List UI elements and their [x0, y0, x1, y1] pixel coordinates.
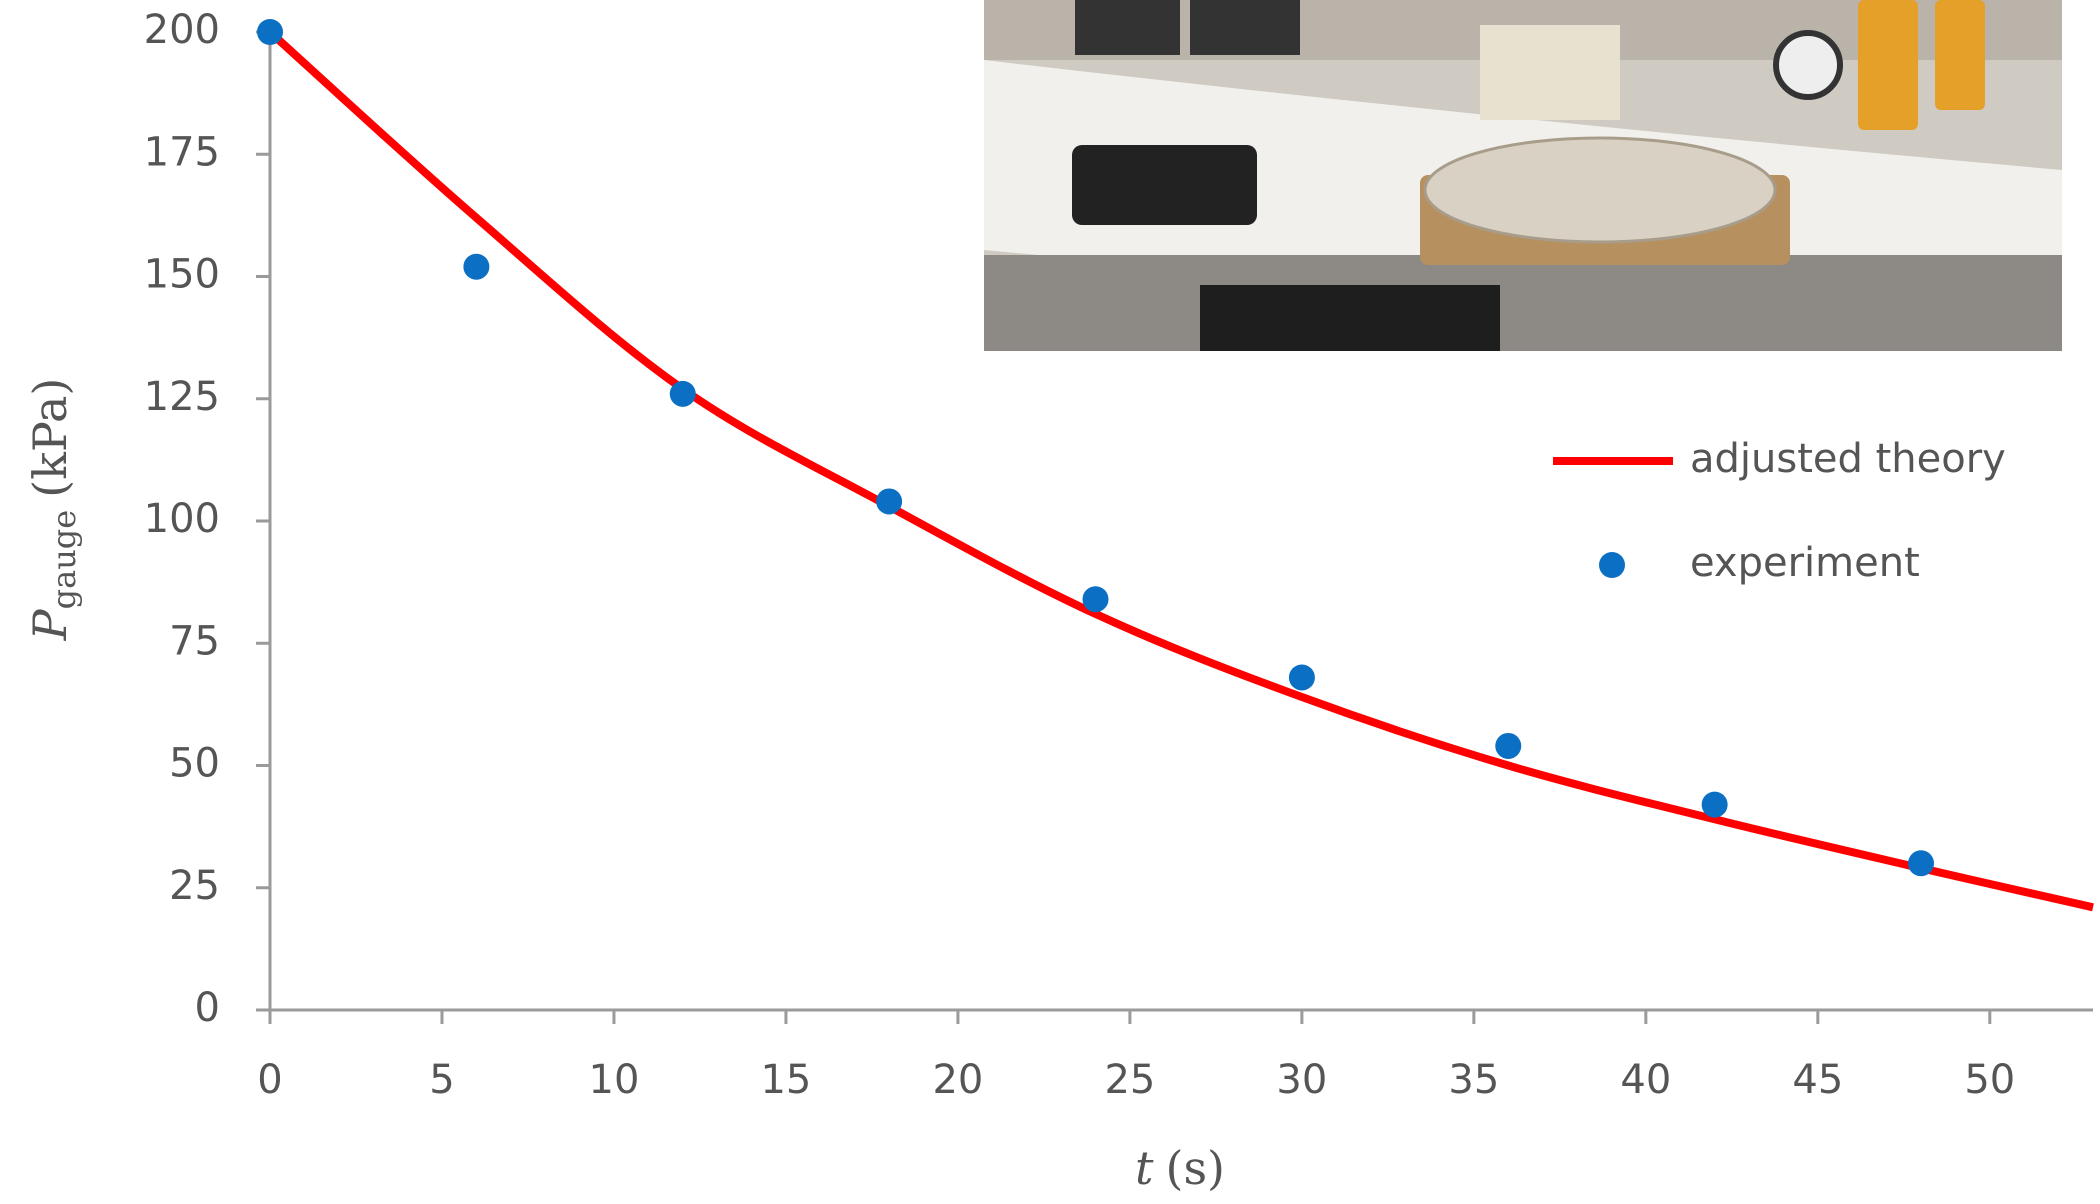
data-point: [1083, 586, 1109, 612]
y-tick-label: 125: [144, 374, 220, 420]
legend-label: adjusted theory: [1690, 436, 2006, 482]
photo-floor: [984, 255, 2062, 351]
data-point: [1702, 792, 1728, 818]
legend-label: experiment: [1690, 540, 1920, 586]
y-tick-label: 50: [169, 741, 220, 787]
y-tick-label: 25: [169, 863, 220, 909]
y-subscript: gauge: [45, 510, 83, 610]
y-axis-title: Pgauge (kPa): [23, 378, 83, 642]
legend-marker: [1599, 552, 1625, 578]
x-tick-label: 45: [1792, 1057, 1843, 1103]
data-point: [1289, 664, 1315, 690]
x-tick-label: 30: [1276, 1057, 1327, 1103]
data-point: [257, 19, 283, 45]
y-tick-label: 175: [144, 129, 220, 175]
data-point: [1495, 733, 1521, 759]
x-tick-label: 50: [1964, 1057, 2015, 1103]
chart: 0 25 50 75 100 125 150 175 200 0 5 10 15 20 25 30 35 40 45…: [0, 0, 2100, 1204]
data-point: [670, 381, 696, 407]
inset-photo: [984, 0, 2062, 351]
y-tick-label: 150: [144, 252, 220, 298]
photo-pump: [1072, 145, 1257, 225]
x-tick-label: 5: [429, 1057, 454, 1103]
y-tick-label: 75: [169, 618, 220, 664]
photo-multimeter: [1935, 0, 1985, 110]
photo-bottle: [1425, 138, 1775, 242]
photo-breadboard: [1480, 25, 1620, 120]
photo-device: [1200, 285, 1500, 351]
photo-box: [1075, 0, 1180, 55]
data-point: [876, 488, 902, 514]
data-point: [1908, 850, 1934, 876]
photo-multimeter: [1858, 0, 1918, 130]
x-tick-label: 35: [1448, 1057, 1499, 1103]
y-tick-label: 0: [195, 985, 220, 1031]
photo-box: [1190, 0, 1300, 55]
x-tick-label: 20: [932, 1057, 983, 1103]
x-symbol: t: [1135, 1141, 1154, 1195]
x-axis-title: t(s): [1135, 1141, 1225, 1195]
x-tick-label: 10: [589, 1057, 640, 1103]
y-tick-label: 100: [144, 496, 220, 542]
x-tick-label: 15: [760, 1057, 811, 1103]
x-tick-label: 25: [1104, 1057, 1155, 1103]
y-unit: (kPa): [23, 378, 77, 498]
data-point: [463, 254, 489, 280]
x-unit: (s): [1166, 1141, 1226, 1195]
photo-gauge: [1776, 33, 1840, 97]
x-tick-label: 0: [257, 1057, 282, 1103]
x-tick-label: 40: [1620, 1057, 1671, 1103]
y-tick-label: 200: [144, 7, 220, 53]
y-symbol: P: [23, 608, 77, 641]
